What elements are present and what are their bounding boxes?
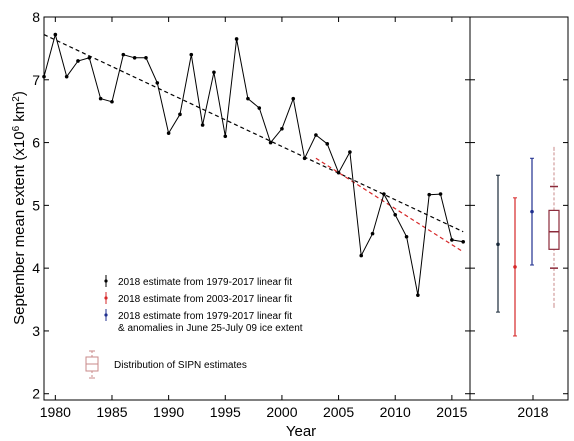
y-tick-label: 8 bbox=[32, 9, 40, 25]
extent-data-point bbox=[121, 52, 126, 57]
y-tick-label: 6 bbox=[32, 135, 40, 151]
y-tick-label: 5 bbox=[32, 197, 40, 213]
main-plot-frame bbox=[43, 16, 471, 401]
extent-data-point bbox=[257, 106, 262, 110]
extent-data-point bbox=[359, 253, 364, 258]
extent-data-point bbox=[370, 231, 375, 236]
legend: 2018 estimate from 1979-2017 linear fit 2… bbox=[85, 275, 303, 379]
estimate-point bbox=[496, 242, 500, 247]
x-tick-label: 1980 bbox=[40, 404, 71, 420]
legend-marker-point bbox=[104, 313, 108, 317]
extent-data-point bbox=[144, 56, 148, 60]
x-tick-label: 1995 bbox=[210, 404, 241, 420]
sipn-box bbox=[548, 209, 560, 250]
legend-label: 2018 estimate from 2003-2017 linear fit bbox=[118, 294, 292, 305]
legend-label: 2018 estimate from 1979-2017 linear fit bbox=[118, 277, 292, 288]
y-tick-label: 4 bbox=[32, 260, 40, 276]
x-tick-label: 2005 bbox=[323, 404, 354, 420]
extent-data-point bbox=[76, 59, 80, 63]
x-axis-title: Year bbox=[286, 423, 316, 440]
extent-data-point bbox=[178, 112, 182, 117]
y-axis: 2 3 4 5 6 7 8 bbox=[32, 9, 568, 402]
extent-data-point bbox=[314, 133, 318, 137]
extent-data-point bbox=[200, 123, 205, 127]
extent-data-point bbox=[336, 170, 341, 175]
extent-data-point bbox=[64, 74, 69, 79]
extent-data-point bbox=[268, 140, 273, 145]
estimate-point bbox=[530, 209, 534, 214]
legend-label-line2: & anomalies in June 25-July 09 ice exten… bbox=[118, 323, 303, 334]
extent-data-point bbox=[98, 96, 103, 101]
y-axis-title: September mean extent (x106 km2) bbox=[11, 91, 28, 325]
data-series bbox=[42, 32, 466, 297]
extent-data-point bbox=[87, 56, 92, 60]
extent-data-point bbox=[348, 150, 352, 154]
extent-data-point bbox=[325, 142, 330, 146]
x-tick-label: 2000 bbox=[266, 404, 297, 420]
extent-data-point bbox=[404, 234, 409, 239]
extent-data-point bbox=[155, 81, 160, 85]
extent-data-point bbox=[461, 239, 466, 244]
x-tick-label: 2010 bbox=[380, 404, 411, 420]
x-tick-label: 2015 bbox=[436, 404, 467, 420]
extent-data-point bbox=[246, 96, 250, 101]
legend-marker-point bbox=[104, 279, 108, 283]
extent-data-point bbox=[110, 99, 114, 104]
extent-data-point bbox=[132, 56, 137, 60]
extent-data-point bbox=[427, 192, 432, 197]
extent-data-point bbox=[189, 52, 194, 57]
legend-label-line1: 2018 estimate from 1979-2017 linear fit bbox=[118, 311, 292, 322]
extent-data-point bbox=[223, 134, 228, 139]
legend-marker-point bbox=[104, 296, 108, 300]
extent-data-point bbox=[212, 70, 216, 75]
extent-data-point bbox=[450, 238, 454, 242]
y-tick-label: 7 bbox=[32, 72, 40, 88]
extent-data-point bbox=[382, 192, 386, 196]
extent-data-point bbox=[438, 192, 443, 196]
linear-fit-line bbox=[43, 34, 464, 233]
extent-data-point bbox=[416, 293, 420, 297]
extent-data-point bbox=[393, 212, 398, 217]
x-axis: 1980 1985 1990 1995 2000 2005 2010 2015 bbox=[40, 17, 468, 420]
extent-data-point bbox=[53, 32, 58, 37]
extent-data-point bbox=[291, 96, 296, 101]
extent-data-point bbox=[42, 74, 46, 79]
side-panel: 2018 bbox=[496, 146, 560, 420]
fit-lines bbox=[43, 34, 464, 253]
estimate-point bbox=[513, 265, 517, 269]
x-tick-label: 1990 bbox=[153, 404, 184, 420]
extent-series-line bbox=[43, 32, 464, 296]
extent-data-point bbox=[280, 126, 284, 131]
legend-label-sipn: Distribution of SIPN estimates bbox=[114, 360, 247, 371]
extent-data-point bbox=[166, 131, 171, 135]
side-plot-frame bbox=[469, 16, 569, 401]
extent-data-point bbox=[234, 37, 239, 41]
x-tick-label: 1985 bbox=[96, 404, 127, 420]
extent-data-point bbox=[302, 156, 307, 161]
y-tick-label: 3 bbox=[32, 323, 40, 339]
y-tick-label: 2 bbox=[32, 386, 40, 402]
side-x-tick-label: 2018 bbox=[517, 404, 548, 420]
